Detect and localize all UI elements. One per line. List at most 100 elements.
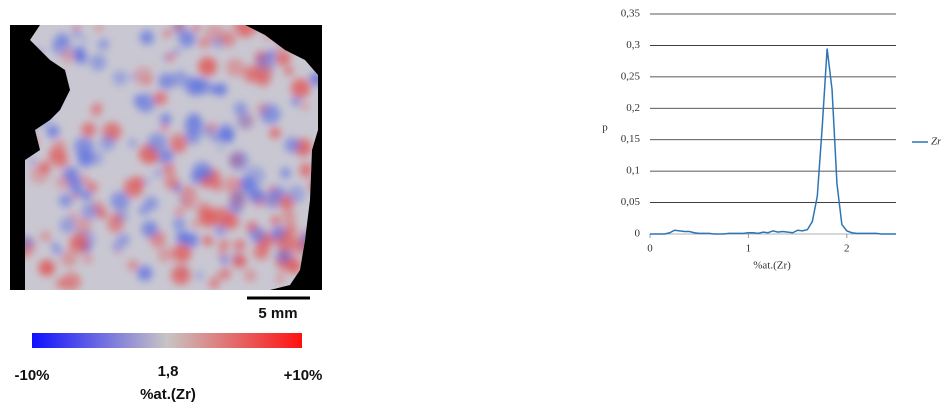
y-tick-label: 0,3 bbox=[626, 39, 640, 51]
composition-map: 5 mm -10% 1,8 %at.(Zr) +10% bbox=[10, 25, 323, 403]
map-spot bbox=[143, 178, 150, 185]
map-spot bbox=[90, 104, 102, 117]
map-spot bbox=[245, 166, 266, 186]
map-spot bbox=[127, 259, 139, 271]
map-spot bbox=[176, 231, 190, 245]
map-spot bbox=[87, 182, 99, 194]
map-spot bbox=[275, 232, 295, 252]
map-spot bbox=[29, 157, 37, 166]
map-spot bbox=[171, 25, 186, 36]
colorbar-max: +10% bbox=[284, 367, 323, 384]
map-spot bbox=[96, 208, 108, 219]
map-spot bbox=[55, 277, 68, 290]
map-spot bbox=[25, 236, 34, 249]
map-spot bbox=[81, 190, 92, 201]
map-spot bbox=[116, 233, 131, 247]
map-spot bbox=[253, 244, 269, 260]
x-tick-label: 1 bbox=[746, 243, 752, 255]
map-spot bbox=[178, 30, 196, 48]
map-spot bbox=[59, 193, 73, 208]
map-spot bbox=[178, 187, 198, 206]
map-spot bbox=[211, 36, 224, 49]
map-spot bbox=[81, 202, 99, 220]
map-spot bbox=[80, 36, 88, 43]
map-spot bbox=[158, 73, 175, 90]
map-spot bbox=[173, 48, 180, 55]
y-tick-label: 0,25 bbox=[621, 70, 641, 82]
map-spot bbox=[231, 25, 245, 32]
map-spot bbox=[232, 254, 247, 269]
map-spot bbox=[218, 239, 230, 250]
map-spot bbox=[39, 230, 52, 243]
x-axis-label: %at.(Zr) bbox=[753, 260, 791, 272]
map-spot bbox=[141, 220, 158, 238]
map-spot bbox=[52, 42, 61, 51]
map-spot bbox=[53, 246, 63, 256]
map-spot bbox=[46, 124, 60, 138]
map-spot bbox=[59, 216, 76, 234]
map-spot bbox=[291, 97, 301, 107]
x-tick-label: 0 bbox=[647, 243, 653, 255]
map-spot bbox=[218, 145, 225, 152]
map-spot bbox=[137, 265, 153, 281]
map-spot bbox=[148, 151, 160, 163]
map-spot bbox=[212, 135, 220, 143]
map-spot bbox=[284, 137, 301, 154]
map-spot bbox=[199, 205, 215, 221]
map-spot bbox=[202, 235, 212, 246]
map-spot bbox=[233, 239, 246, 252]
map-spot bbox=[139, 30, 154, 45]
map-spot bbox=[299, 163, 314, 178]
map-spot bbox=[112, 70, 128, 86]
y-tick-label: 0 bbox=[635, 228, 641, 240]
map-spot bbox=[116, 209, 130, 223]
map-spot bbox=[198, 57, 218, 77]
y-axis-label: p bbox=[602, 122, 608, 134]
y-tick-label: 0,35 bbox=[621, 8, 641, 20]
map-spot bbox=[162, 53, 170, 61]
map-spot bbox=[143, 196, 159, 211]
map-spot bbox=[237, 192, 247, 202]
map-spot bbox=[72, 25, 80, 30]
map-spot bbox=[191, 220, 200, 228]
map-spot bbox=[260, 104, 281, 125]
map-spot bbox=[270, 215, 281, 226]
map-spot bbox=[223, 176, 241, 194]
map-spot bbox=[172, 70, 189, 87]
map-spot bbox=[218, 249, 227, 258]
map-spot bbox=[280, 167, 291, 179]
map-spot bbox=[94, 25, 104, 33]
map-spot bbox=[236, 25, 255, 38]
map-spot bbox=[81, 122, 96, 137]
map-spot bbox=[115, 248, 122, 255]
map-spot bbox=[90, 151, 104, 165]
map-spot bbox=[40, 262, 54, 276]
x-tick-label: 2 bbox=[844, 243, 850, 255]
map-spot bbox=[39, 161, 51, 174]
colorbar bbox=[32, 333, 302, 348]
map-spot bbox=[229, 150, 250, 171]
map-spot bbox=[76, 53, 88, 65]
map-spot bbox=[284, 66, 294, 76]
map-spot bbox=[78, 174, 89, 184]
scale-label: 5 mm bbox=[258, 305, 297, 322]
y-tick-label: 0,1 bbox=[626, 165, 640, 177]
map-spot bbox=[198, 37, 210, 49]
map-spot bbox=[275, 273, 286, 284]
map-spot bbox=[55, 175, 71, 190]
map-spot bbox=[25, 246, 29, 260]
map-spot bbox=[243, 269, 257, 283]
map-spot bbox=[133, 94, 145, 106]
map-spot bbox=[268, 185, 276, 193]
map-spot bbox=[130, 73, 138, 80]
map-spot bbox=[249, 227, 266, 243]
map-spot bbox=[135, 188, 142, 195]
map-spot bbox=[253, 63, 273, 83]
map-spot bbox=[202, 125, 215, 139]
map-spot bbox=[147, 132, 167, 153]
map-spot bbox=[110, 191, 130, 211]
map-spot bbox=[74, 216, 92, 235]
map-spot bbox=[195, 271, 204, 280]
map-spot bbox=[72, 29, 81, 38]
